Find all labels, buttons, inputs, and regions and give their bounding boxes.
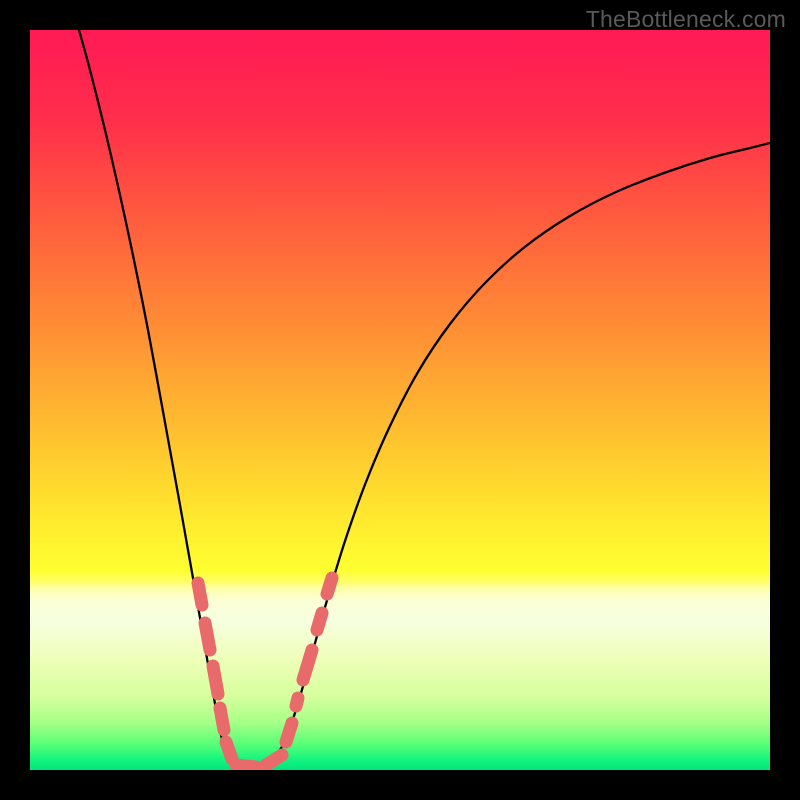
curve-right-branch: [250, 143, 770, 767]
plot-area: [30, 30, 770, 770]
curve-layer: [30, 30, 770, 770]
dash-overlay: [198, 578, 332, 767]
watermark-text: TheBottleneck.com: [586, 6, 786, 33]
curve-left-branch: [79, 30, 250, 767]
chart-frame: TheBottleneck.com: [0, 0, 800, 800]
